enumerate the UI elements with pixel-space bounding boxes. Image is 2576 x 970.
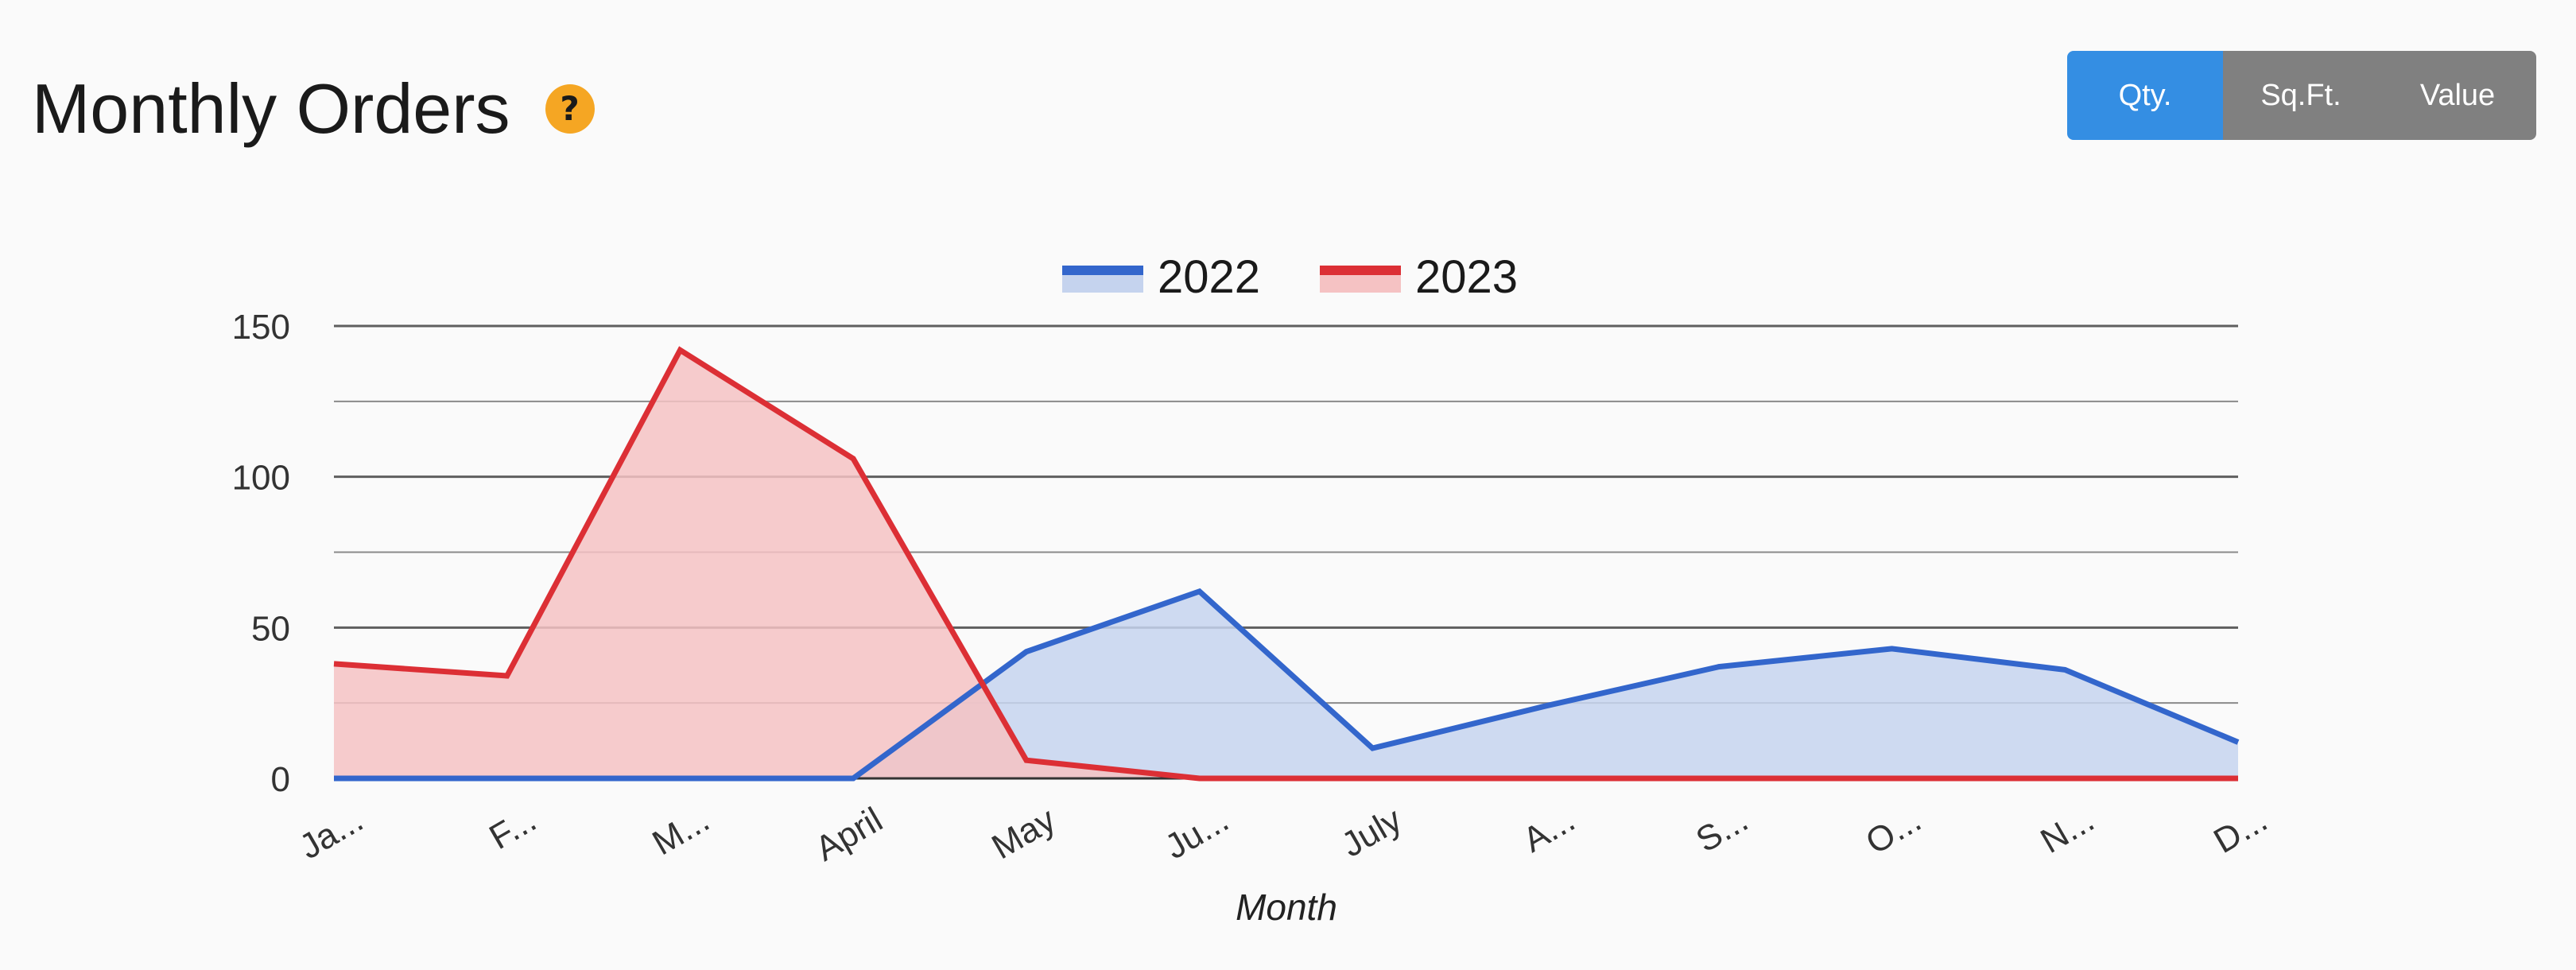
y-tick-label: 50 bbox=[251, 609, 290, 648]
x-tick-label: Ja... bbox=[293, 800, 370, 867]
toggle-sqft-button[interactable]: Sq.Ft. bbox=[2223, 51, 2379, 140]
series-area-2022 bbox=[334, 591, 2238, 778]
y-tick-label: 100 bbox=[232, 459, 290, 498]
legend: 2022 2023 bbox=[1062, 251, 1518, 303]
x-tick-label: D... bbox=[2207, 800, 2274, 861]
x-tick-label: O... bbox=[1860, 800, 1928, 862]
series-line-2022 bbox=[334, 588, 2240, 782]
x-tick-label: F... bbox=[483, 800, 542, 857]
x-tick-label: S... bbox=[1690, 800, 1755, 859]
x-tick-label: April bbox=[809, 800, 889, 868]
legend-swatch-fill bbox=[1320, 275, 1401, 293]
toggle-qty-button[interactable]: Qty. bbox=[2067, 51, 2223, 140]
series-line-2023 bbox=[333, 346, 2238, 782]
x-tick-label: July bbox=[1335, 800, 1408, 865]
legend-swatch-line bbox=[1062, 266, 1143, 275]
legend-label: 2022 bbox=[1158, 251, 1260, 303]
x-tick-label: A... bbox=[1516, 800, 1581, 859]
page-title: Monthly Orders bbox=[32, 69, 510, 148]
toggle-value-button[interactable]: Value bbox=[2379, 51, 2536, 140]
y-tick-label: 150 bbox=[232, 308, 290, 347]
x-tick-label: M... bbox=[646, 800, 716, 863]
x-tick-label: Ju... bbox=[1158, 800, 1236, 867]
legend-label: 2023 bbox=[1415, 251, 1518, 303]
x-axis-title: Month bbox=[1236, 887, 1337, 928]
metric-toggle: Qty. Sq.Ft. Value bbox=[2067, 51, 2536, 140]
x-tick-label: N... bbox=[2034, 800, 2101, 861]
legend-swatch-fill bbox=[1062, 275, 1143, 293]
legend-swatch-line bbox=[1320, 266, 1401, 275]
x-tick-label: May bbox=[985, 800, 1061, 867]
y-tick-label: 0 bbox=[271, 760, 290, 799]
series-area-2023 bbox=[334, 350, 2238, 778]
help-icon[interactable]: ? bbox=[545, 84, 595, 134]
header: Monthly Orders ? bbox=[32, 68, 595, 149]
